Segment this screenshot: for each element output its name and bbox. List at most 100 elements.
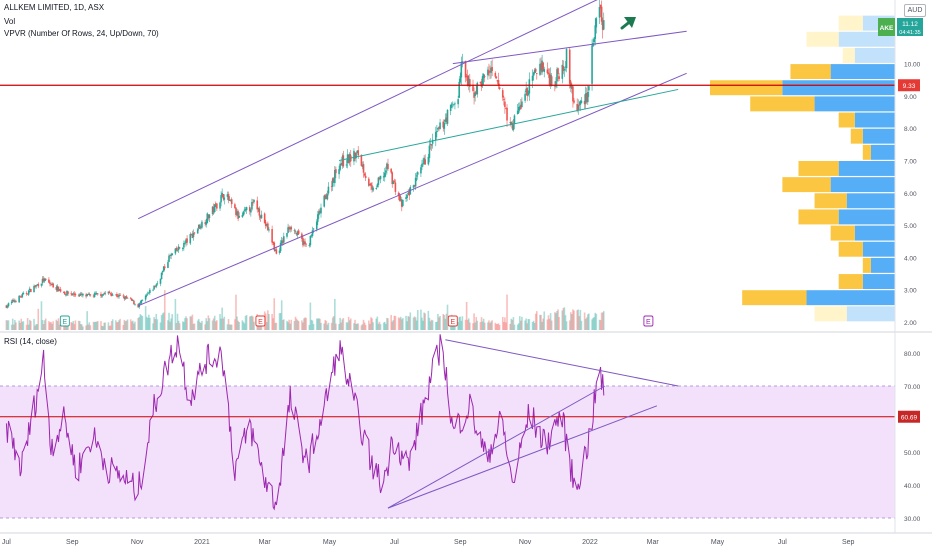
volume-bar: [271, 313, 273, 330]
time-tick-label: Jul: [2, 539, 11, 546]
volume-bar: [348, 320, 351, 330]
rsi-pane[interactable]: [0, 334, 895, 519]
candle-body: [153, 285, 155, 290]
volume-bar: [372, 322, 374, 330]
candle-body: [360, 154, 363, 166]
volume-bar: [155, 313, 158, 330]
symbol-legend[interactable]: ALLKEM LIMITED, 1D, ASX: [4, 3, 105, 12]
candle-body: [415, 175, 418, 177]
price-tick-label: 3.00: [904, 288, 917, 295]
candles[interactable]: [5, 0, 605, 309]
volume-bar: [442, 313, 445, 330]
candle-body: [355, 152, 357, 159]
volume-bar: [494, 322, 497, 330]
volume-bar: [122, 324, 125, 330]
candle-body: [475, 91, 477, 95]
volume-bar: [331, 317, 334, 330]
candle-body: [189, 234, 192, 244]
vol-legend[interactable]: Vol: [4, 17, 16, 26]
candle-body: [294, 231, 297, 233]
volume-bar: [579, 309, 582, 330]
candle-body: [535, 73, 538, 74]
volume-bar: [274, 322, 277, 330]
candle-body: [161, 270, 164, 273]
vp-up-bar: [806, 290, 895, 306]
trendlines[interactable]: [0, 0, 895, 307]
candle-body: [578, 104, 581, 106]
candle-body: [442, 121, 445, 128]
candle-body: [49, 282, 51, 284]
volume-bar: [40, 301, 43, 330]
candle-body: [385, 170, 387, 173]
candle-body: [453, 103, 455, 105]
volume-bar: [226, 324, 229, 330]
volume-bar: [357, 323, 360, 330]
volume-bar: [383, 321, 386, 330]
time-tick-label: Jul: [390, 539, 399, 546]
volume-bar: [318, 318, 320, 330]
volume-bar: [335, 323, 337, 330]
candle-body: [160, 272, 163, 280]
candle-body: [272, 241, 274, 244]
candle-body: [600, 6, 603, 22]
volume-bar: [465, 301, 468, 330]
volume-bar: [562, 308, 565, 330]
volume-bar: [439, 315, 441, 330]
volume-bar: [467, 318, 470, 330]
candle-body: [317, 214, 319, 222]
candle-body: [212, 206, 215, 213]
candle-body: [509, 122, 512, 123]
volume-bar: [573, 310, 575, 330]
candle-body: [526, 88, 529, 97]
volume-bar: [296, 320, 299, 330]
candle-body: [554, 85, 556, 87]
volume-bar: [211, 320, 214, 330]
volume-bar: [42, 324, 45, 330]
candle-body: [598, 6, 601, 18]
candle-body: [555, 81, 557, 87]
candle-body: [587, 92, 589, 103]
volume-bar: [116, 322, 118, 330]
volume-bar: [184, 318, 186, 330]
volume-bar: [204, 324, 206, 330]
volume-bar: [326, 324, 329, 330]
vp-down-bar: [850, 128, 863, 144]
candle-body: [498, 87, 501, 90]
candle-body: [392, 181, 395, 185]
candle-body: [550, 76, 553, 86]
candle-body: [244, 208, 247, 211]
candle-body: [144, 295, 147, 300]
volume-bar: [549, 313, 552, 330]
volume-bar: [205, 318, 208, 330]
volume-bar: [250, 316, 252, 330]
time-tick-label: Mar: [647, 539, 660, 546]
candle-body: [438, 126, 440, 129]
candle-body: [330, 185, 333, 187]
candle-body: [506, 107, 508, 121]
volume-bar: [340, 322, 343, 330]
candle-body: [251, 201, 253, 210]
volume-bar: [550, 320, 553, 330]
vpvr-legend[interactable]: VPVR (Number Of Rows, 24, Up/Down, 70): [4, 29, 159, 38]
candle-body: [182, 248, 184, 249]
rsi-legend[interactable]: RSI (14, close): [4, 337, 57, 346]
volume-bar: [546, 319, 549, 330]
volume-bar: [141, 316, 144, 330]
candle-body: [406, 194, 408, 199]
candle-body: [494, 72, 497, 77]
candle-body: [561, 64, 564, 79]
currency-button[interactable]: AUD: [904, 4, 926, 17]
candle-body: [593, 39, 595, 43]
price-tick-label: 4.00: [904, 255, 917, 262]
candle-body: [129, 297, 132, 299]
vp-down-bar: [790, 64, 831, 80]
volume-bar: [495, 323, 498, 330]
volume-bar: [312, 324, 315, 330]
candle-body: [184, 242, 186, 244]
candle-body: [279, 242, 282, 252]
candle-body: [134, 303, 136, 305]
candle-body: [250, 210, 252, 213]
